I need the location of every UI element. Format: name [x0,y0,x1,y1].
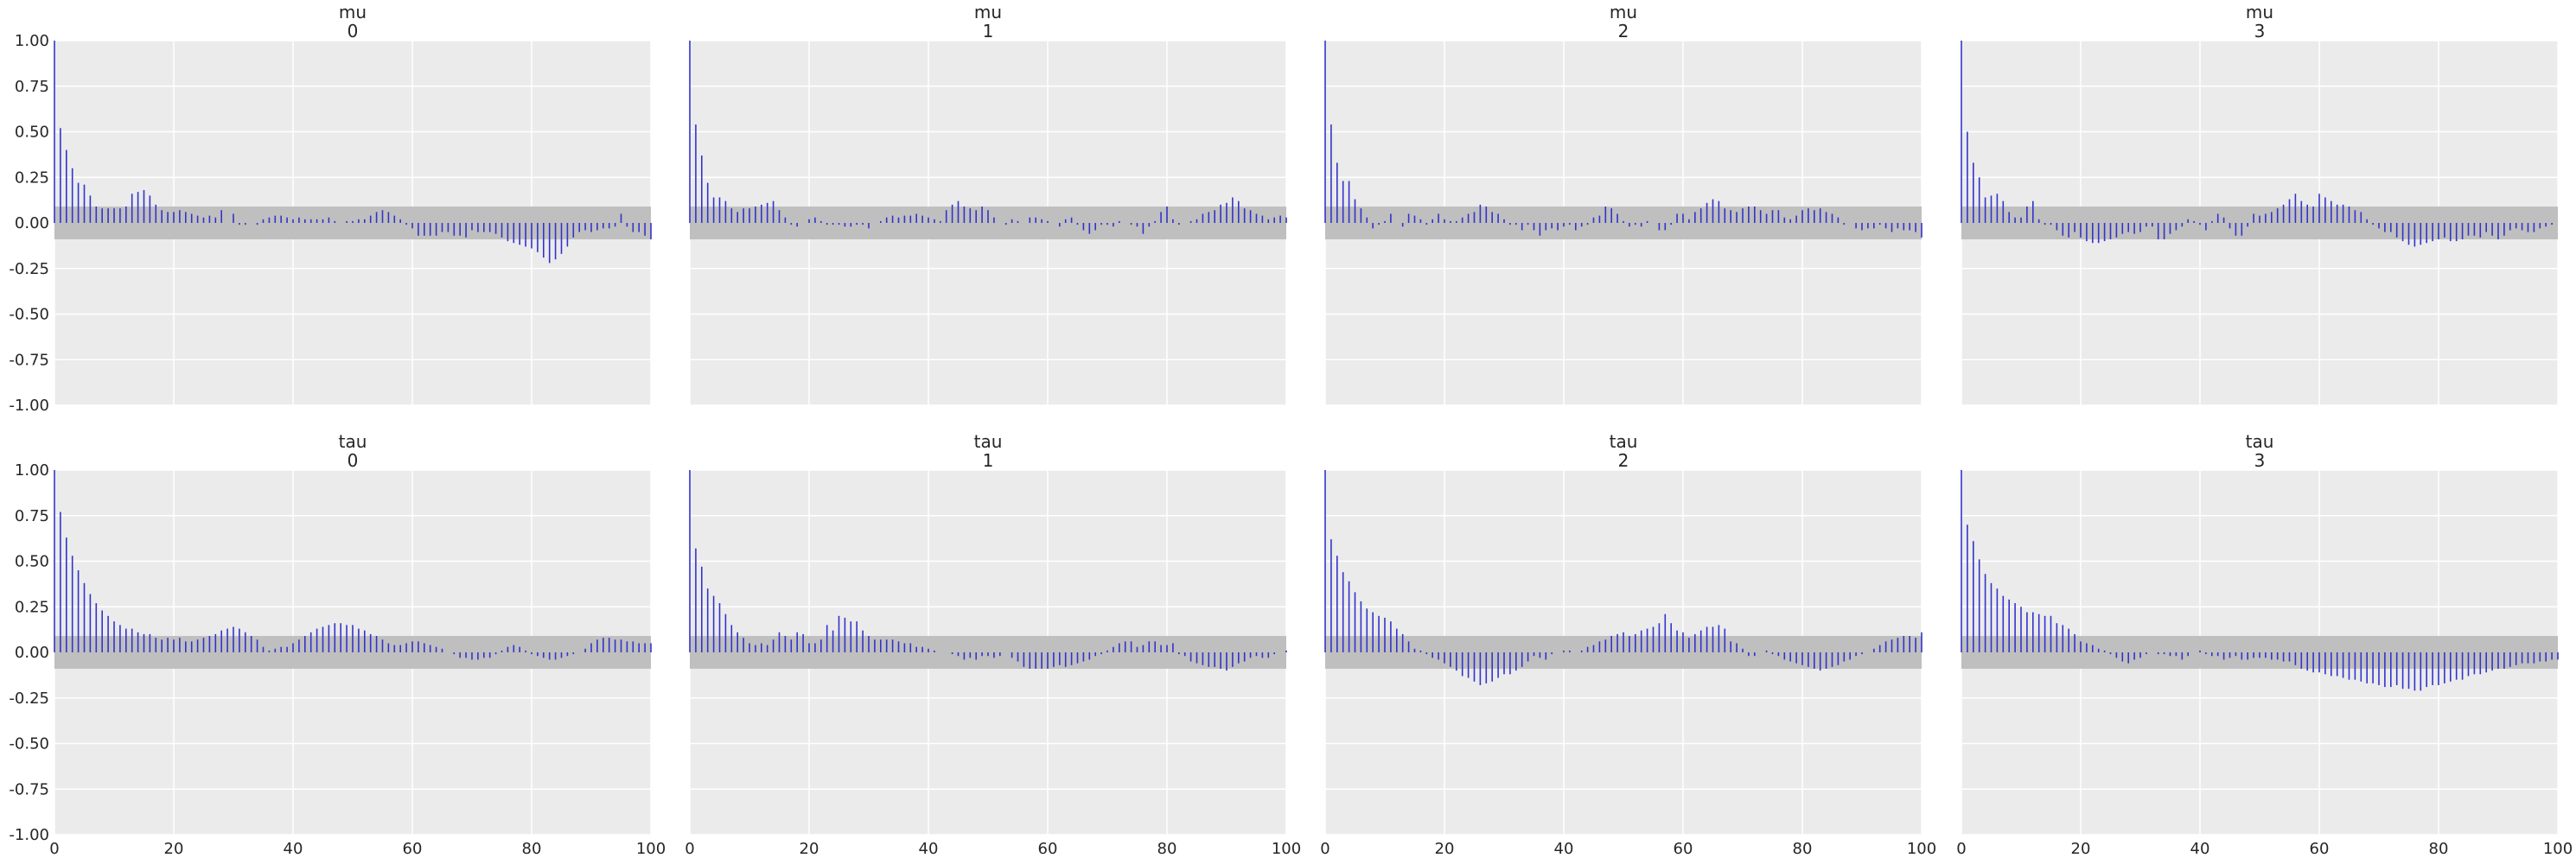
x-tick-label: 60 [2310,840,2330,858]
x-tick-label: 100 [2543,840,2573,858]
acf-panel: mu2 [1324,2,1922,406]
y-tick-label: -0.75 [9,351,49,369]
panel-subtitle: 0 [348,21,359,41]
y-tick-label: 1.00 [15,32,49,50]
x-tick-label: 40 [284,840,303,858]
x-tick-label: 80 [522,840,542,858]
x-tick-label: 40 [2190,840,2210,858]
x-tick-label: 20 [2071,840,2091,858]
y-tick-label: -0.50 [9,735,49,753]
x-tick-label: 40 [919,840,939,858]
panel-title: mu [2246,2,2273,22]
panel-subtitle: 2 [1618,450,1629,471]
y-tick-label: -1.00 [9,397,49,415]
y-tick-label: -1.00 [9,826,49,844]
acf-panel: mu1 [689,2,1287,406]
panel-subtitle: 3 [2254,21,2266,41]
x-tick-label: 40 [1554,840,1574,858]
x-tick-label: 0 [1956,840,1966,858]
acf-panel: mu0 1.00 0.75 0.50 0.25 0.00 -0.25 -0.50 -0.75 -1… [9,2,652,415]
x-tick-label: 0 [685,840,694,858]
y-tick-label: 0.75 [15,507,49,525]
y-tick-label: 0.50 [15,124,49,142]
x-tick-label: 100 [1272,840,1301,858]
x-tick-label: 0 [1320,840,1329,858]
panel-subtitle: 1 [983,450,994,471]
acf-panel: mu3 [1961,2,2559,406]
y-tick-label: -0.75 [9,780,49,798]
y-tick-label: 0.25 [15,168,49,187]
x-tick-label: 60 [403,840,423,858]
x-tick-label: 80 [2429,840,2449,858]
x-tick-label: 20 [1435,840,1455,858]
x-tick-label: 0 [49,840,59,858]
y-tick-label: 0.75 [15,78,49,96]
x-tick-label: 100 [1907,840,1936,858]
panel-subtitle: 2 [1618,21,1629,41]
y-tick-label: -0.25 [9,690,49,708]
panel-title: tau [1610,431,1638,452]
y-tick-label: 0.50 [15,553,49,571]
x-tick-label: 20 [800,840,819,858]
y-tick-label: 0.00 [15,644,49,662]
x-tick-label: 60 [1038,840,1058,858]
panel-title: tau [339,431,367,452]
x-tick-label: 20 [164,840,184,858]
acf-panel: tau01.000.750.500.250.00-0.25-0.50-0.75-… [9,431,666,858]
y-tick-label: 0.25 [15,598,49,616]
y-tick-label: 0.00 [15,214,49,232]
panel-subtitle: 1 [983,21,994,41]
y-tick-label: -0.25 [9,260,49,278]
panel-title: mu [339,2,367,22]
y-tick-label: -0.50 [9,306,49,324]
x-tick-label: 60 [1674,840,1693,858]
panel-title: mu [1610,2,1637,22]
y-tick-label: 1.00 [15,461,49,480]
panel-title: tau [2246,431,2274,452]
panel-subtitle: 3 [2254,450,2266,471]
x-tick-label: 100 [636,840,666,858]
x-tick-label: 80 [1157,840,1177,858]
panel-title: tau [974,431,1003,452]
panel-subtitle: 0 [348,450,359,471]
x-tick-label: 80 [1793,840,1813,858]
panel-title: mu [974,2,1002,22]
